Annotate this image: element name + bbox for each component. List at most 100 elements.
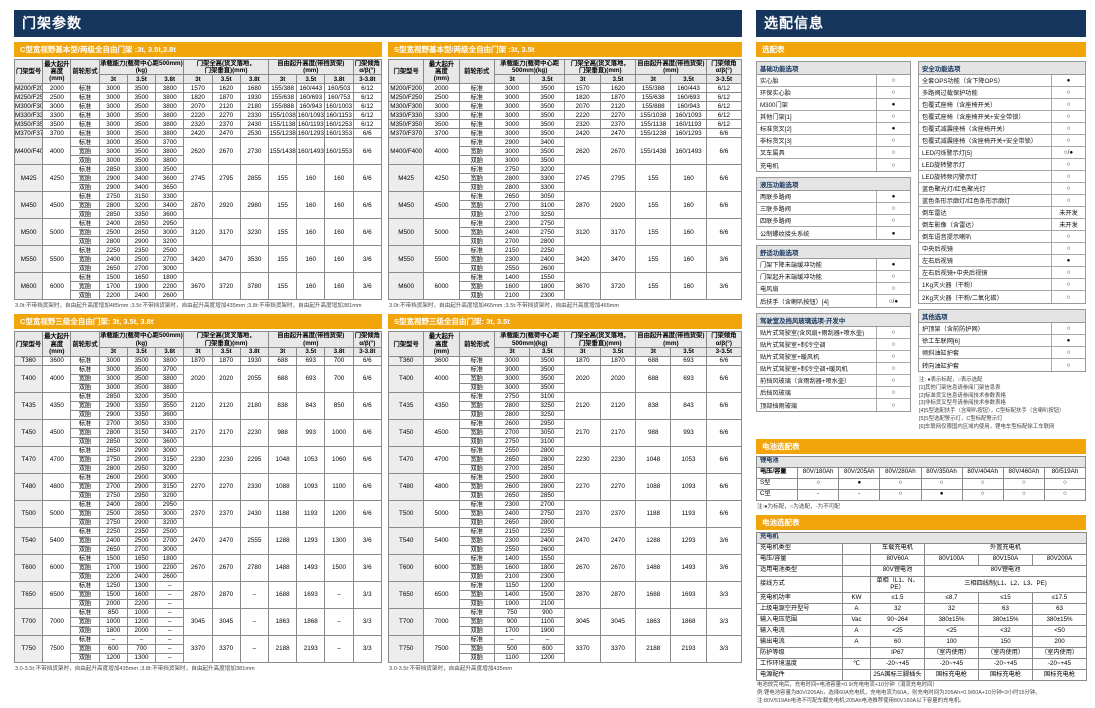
table-cell: 850	[324, 391, 354, 420]
table-cell: 2230	[211, 445, 241, 474]
table-cell: 3000	[155, 263, 185, 274]
table-cell: 3800	[155, 101, 185, 112]
table-cell: 2500	[126, 254, 157, 265]
table-cell: 3000	[155, 544, 185, 555]
table-cell: 4000	[42, 364, 72, 393]
mast-row: T750 7500 标准 – – –3370 3370–2188 2193–3/3	[13, 634, 383, 663]
table-cell: 160/1193	[296, 119, 326, 130]
table-row: 电压/容量 80V/180Ah 80V/205Ah 80V/280Ah 80V/350A…	[755, 466, 1087, 479]
table-cell: 3500	[126, 110, 157, 121]
option-item: 包覆式减震座椅（含座椅开关） ○	[919, 123, 1085, 135]
static-element: S型宽视野基本型/两级全自由门架 :3t, 3.5t 门架型号 最大起升 高度 (…	[387, 37, 743, 672]
table-cell: 4000	[42, 137, 72, 166]
table-cell: 2530	[239, 128, 269, 139]
table-cell: 160/1253	[324, 119, 354, 130]
charger-row: 输出电流 A 60 100 150 200	[756, 636, 1088, 649]
static-element: 其他门架[1]	[760, 114, 792, 121]
static-element: 其他选项	[919, 310, 1085, 323]
table-cell: M250/F250	[13, 92, 44, 103]
mast-row: T750 7500 标准 – –3370 3370 2188 2193 3/3	[387, 634, 743, 663]
table-cell: 2270	[211, 472, 241, 501]
table-cell: 3000	[98, 146, 128, 157]
table-cell: 3000	[493, 355, 531, 366]
static-element: 驾驶室及挡风玻璃选项-开发中	[757, 314, 910, 327]
table-cell: 标准	[70, 164, 100, 175]
table-cell: 宽胎	[70, 373, 100, 384]
table-cell: M450	[387, 191, 425, 220]
table-cell: 2350	[126, 526, 157, 537]
table-cell: 155	[635, 218, 672, 247]
mast-row: 双胎 2100 2300	[389, 290, 742, 301]
table-cell: 2800	[98, 463, 128, 474]
table-cell: 3t	[267, 346, 298, 357]
table-cell: 1800	[155, 553, 185, 564]
table-cell: 155/388	[267, 83, 298, 94]
options-section: 基础功能选项 实心胎 ○ 环保实心胎 ○ M300门架 ● 其他门架[1] ○ 标准货叉[2] ● 非…	[756, 61, 911, 172]
table-cell: 6/6	[705, 128, 743, 139]
table-cell: 4500	[423, 191, 460, 220]
table-cell: M200/F200	[13, 83, 44, 94]
table-cell: 3200	[529, 164, 566, 175]
table-cell: 标准	[70, 634, 100, 645]
table-cell: 6/6	[352, 191, 383, 220]
table-cell: ○	[879, 488, 922, 501]
table-cell: 2300	[493, 254, 531, 265]
table-cell: ○	[879, 477, 922, 490]
table-cell: 3500	[126, 373, 157, 384]
mast-row: M300/F300 3000 标准 3000 3500 2070 2120 155/888 16…	[387, 101, 743, 112]
table-cell: 160	[296, 245, 326, 274]
table-cell: 充电机功率	[756, 592, 843, 605]
table-cell: 2300	[493, 535, 531, 546]
table-cell: 承载能力(载荷中心距 500mm)(kg)	[493, 331, 566, 348]
table-cell: 3/6	[352, 553, 383, 582]
table-cell: 3400	[126, 173, 157, 184]
table-cell: 接线方式	[756, 575, 843, 594]
option-item: 倾斜油缸护套 ○	[919, 347, 1085, 359]
table-cell: ○	[961, 488, 1004, 501]
table-cell: 标准	[70, 391, 100, 402]
table-cell: T650	[13, 580, 44, 609]
table-cell	[842, 564, 871, 577]
table-cell: 2350	[126, 245, 157, 256]
table-cell: 1650	[126, 272, 157, 283]
table-cell: 双胎	[458, 598, 495, 609]
static-element: 包覆式座椅（含座椅开关）	[922, 102, 997, 109]
table-cell: 693	[296, 364, 326, 393]
table-cell: 1700	[98, 562, 128, 573]
static-element: 包覆式减震座椅（含座椅开关+安全带锁）	[922, 138, 1037, 145]
table-cell: 2500	[98, 227, 128, 238]
table-cell: 标准	[458, 607, 495, 618]
table-cell: 双胎	[70, 490, 100, 501]
option-item: 倒车雷达 未开发	[919, 207, 1085, 219]
table-cell: 6/12	[352, 119, 383, 130]
mast-row: T540 5400 标准 2150 2250 2470 2470 1288 1293 3/6	[387, 526, 743, 555]
static-element: 1Kg灭火器（干粉）	[922, 282, 977, 289]
table-cell: 双胎	[458, 652, 495, 663]
table-cell: 7000	[423, 607, 460, 636]
table-cell: 80V150A	[978, 553, 1033, 566]
table-cell: 2550	[493, 544, 531, 555]
table-cell: 2470	[183, 526, 213, 555]
option-item: 后扶手（含喇叭按钮）[4] ○/●	[757, 295, 910, 307]
table-cell: 1093	[296, 472, 326, 501]
page-title-mast: 门架参数	[14, 10, 742, 37]
mast-row: 双胎 2200 2400 2600	[15, 290, 382, 301]
table-cell: 2020	[599, 364, 637, 393]
table-cell: 3000	[98, 128, 128, 139]
table-cell: 160	[296, 164, 326, 193]
mast-row: T450 4500 标准 2600 2950 2170 2170 988 993 6/6	[387, 418, 743, 447]
option-item: 贴片式驾驶室+制冷空调+暖风机 ○	[757, 363, 910, 375]
section-bar-c3: C型宽视野三级全自由门架: 3t, 3.5t, 3.8t	[14, 314, 382, 330]
option-item: 2Kg灭火器（干粉/二氧化碳） ○	[919, 291, 1085, 303]
table-cell: 2900	[126, 481, 157, 492]
table-cell: 2600	[493, 418, 531, 429]
table-cell: 988	[267, 418, 298, 447]
table-cell: 3-3.8t	[352, 74, 383, 85]
table-cell: 宽胎	[70, 616, 100, 627]
table-cell: 1193	[296, 499, 326, 528]
table-cell: 自由起升高度(带挡货架) (mm)	[635, 58, 707, 76]
table-cell: 2750	[493, 391, 531, 402]
table-cell: 2900	[126, 454, 157, 465]
table-cell: 3800	[155, 92, 185, 103]
static-element: LED旋转频闪警示灯	[922, 174, 978, 181]
